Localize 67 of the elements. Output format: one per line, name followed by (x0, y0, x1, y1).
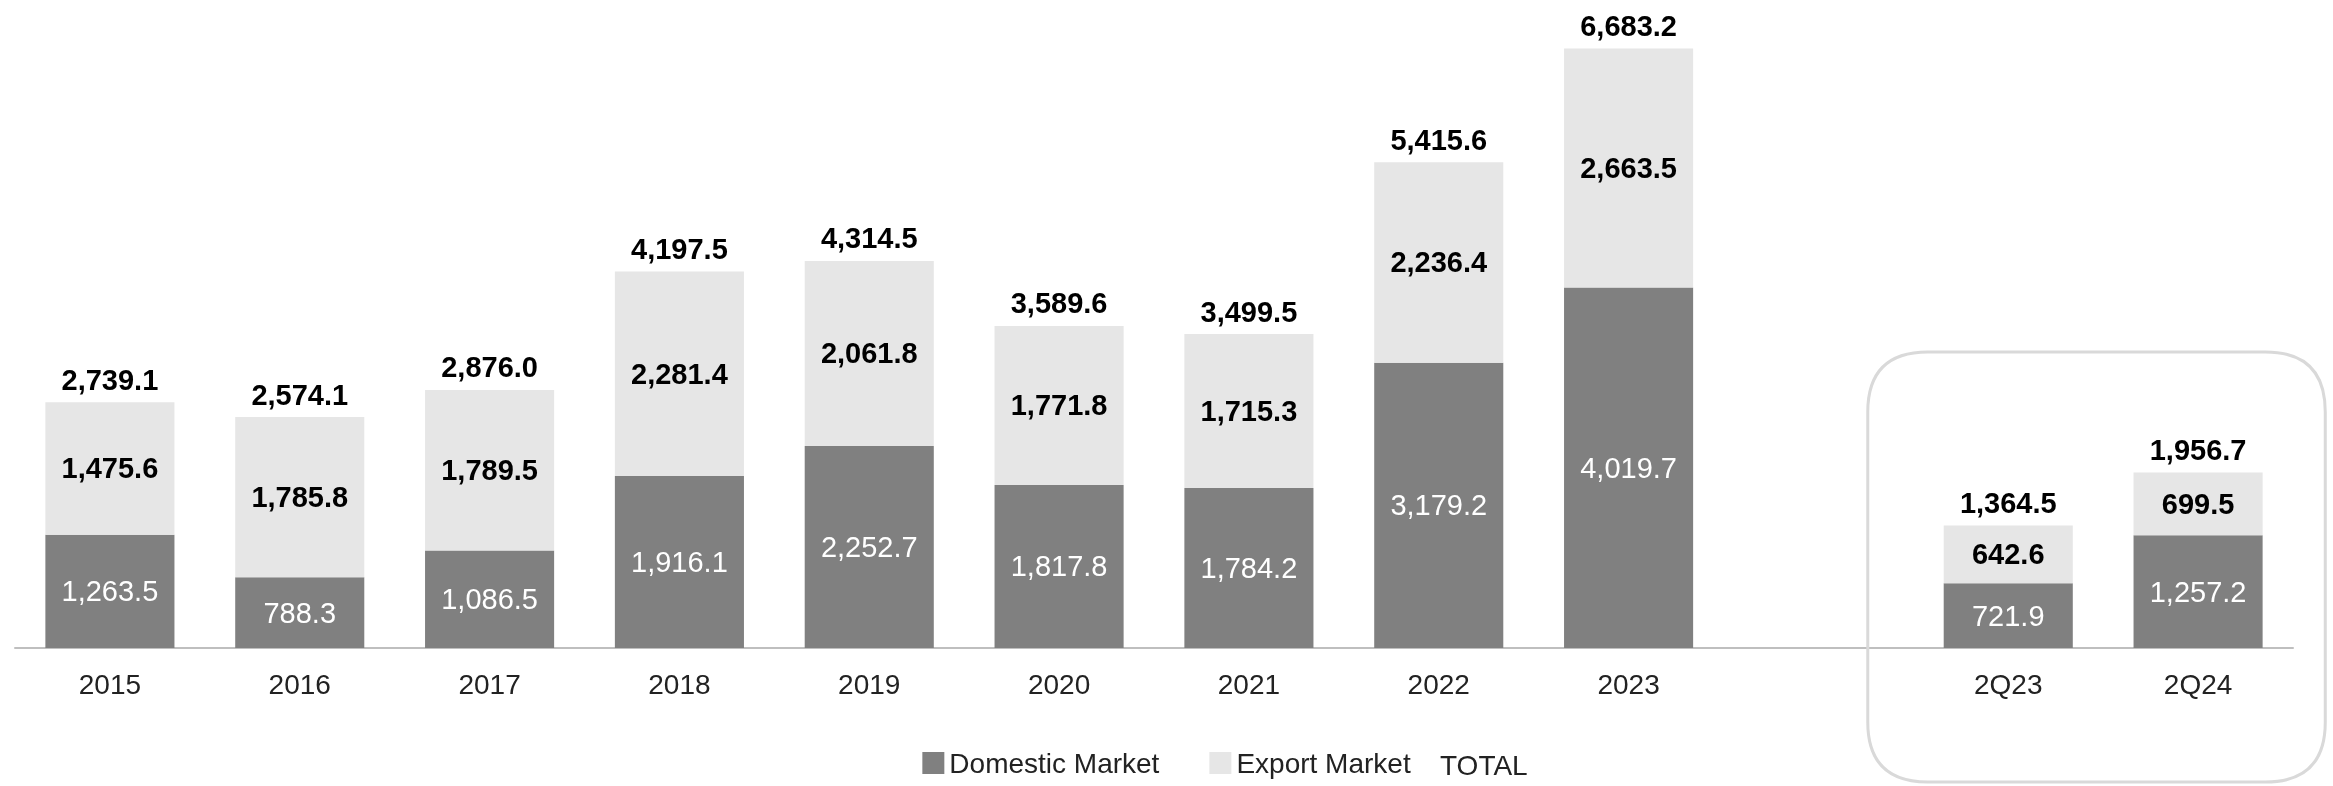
data-label: 721.9 (1971, 599, 2045, 632)
data-label: 2,252.7 (820, 530, 918, 563)
bar (1184, 487, 1314, 648)
total-label: 2,574.1 (251, 378, 349, 411)
data-label: 1,785.8 (251, 481, 349, 514)
data-label: 1,086.5 (441, 583, 538, 616)
total-label: 1,956.7 (2149, 433, 2247, 466)
x-tick-label: 2017 (458, 668, 521, 700)
x-tick-label: 2019 (838, 668, 901, 700)
data-label: 4,019.7 (1580, 451, 1677, 484)
data-label: 1,789.5 (441, 454, 538, 487)
total-label: 4,314.5 (820, 222, 918, 255)
bar (1374, 162, 1504, 363)
total-label: 4,197.5 (631, 232, 728, 265)
data-label: 642.6 (1971, 538, 2045, 571)
x-tick-label: 2Q24 (2163, 668, 2233, 700)
x-tick-label: 2016 (268, 668, 331, 700)
text: TOTAL (1440, 750, 1528, 782)
data-label: 2,663.5 (1580, 151, 1677, 184)
bar (425, 389, 555, 551)
data-label: 788.3 (263, 596, 337, 629)
data-label: 1,715.3 (1200, 394, 1298, 427)
bar (804, 445, 934, 648)
bar (804, 260, 934, 446)
total-label: 1,364.5 (1959, 487, 2057, 520)
data-label: 1,263.5 (61, 575, 159, 608)
data-label: 1,817.8 (1010, 550, 1108, 583)
bar (45, 402, 175, 535)
total-label: 3,589.6 (1010, 287, 1108, 320)
x-tick-label: 2021 (1217, 668, 1281, 700)
x-tick-label: 2022 (1407, 668, 1470, 700)
x-tick-label: 2018 (648, 668, 711, 700)
total-label: 5,415.6 (1390, 123, 1488, 156)
data-label: 2,236.4 (1390, 246, 1488, 279)
x-tick-label: 2015 (78, 668, 142, 700)
data-label: 1,771.8 (1010, 389, 1108, 422)
total-label: 6,683.2 (1580, 9, 1677, 42)
total-label: 3,499.5 (1200, 295, 1298, 328)
data-label: 1,916.1 (631, 546, 728, 579)
bar (425, 550, 555, 648)
data-label: 1,784.2 (1200, 551, 1298, 584)
bar (994, 484, 1124, 648)
data-label: 699.5 (2161, 487, 2235, 520)
x-tick-label: 2Q23 (1974, 668, 2043, 700)
data-label: 2,061.8 (820, 337, 918, 370)
data-label: 2,281.4 (631, 357, 728, 390)
bar (614, 271, 744, 477)
bar (614, 476, 744, 648)
bar (1374, 362, 1504, 648)
data-label: 3,179.2 (1390, 489, 1488, 522)
bar (994, 325, 1124, 485)
data-label: 1,475.6 (61, 452, 159, 485)
total-label: 2,739.1 (61, 363, 159, 396)
data-label: 1,257.2 (2149, 575, 2247, 608)
bar (1943, 583, 2073, 648)
bar (1564, 287, 1694, 648)
x-tick-label: 2023 (1597, 668, 1660, 700)
bar (2133, 535, 2263, 648)
legend-label: Domestic Market (949, 747, 1160, 779)
bar (45, 534, 175, 648)
bar (1564, 48, 1694, 288)
bar (1184, 334, 1314, 488)
x-tick-label: 2020 (1027, 668, 1091, 700)
total-label: 2,876.0 (441, 351, 538, 384)
bar (235, 417, 365, 578)
legend-label: Export Market (1236, 747, 1411, 779)
bar (235, 577, 365, 648)
